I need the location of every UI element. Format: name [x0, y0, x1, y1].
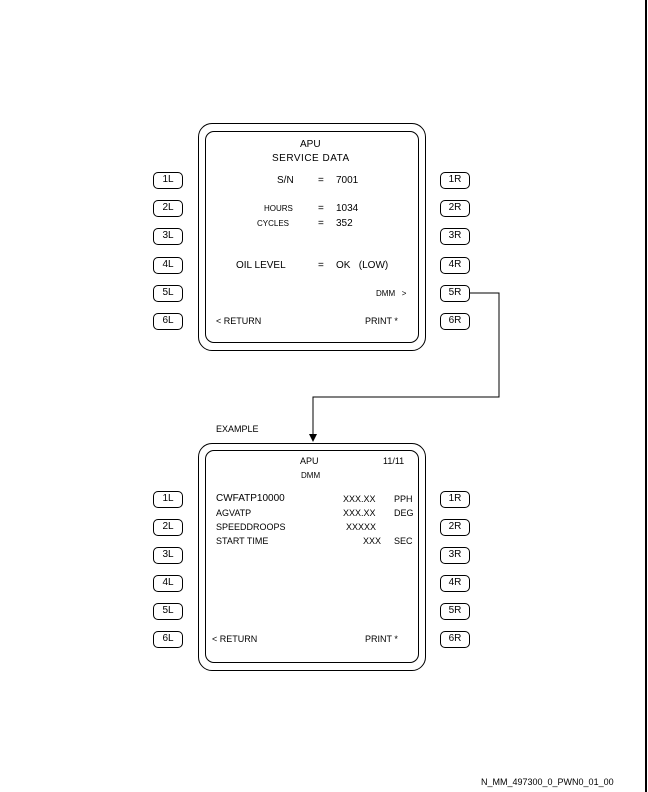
param-label: SPEEDDROOPS [216, 522, 286, 532]
screen-title: APU [300, 456, 319, 466]
dmm-prompt[interactable]: DMM > [376, 289, 407, 298]
screen-title: APU [300, 139, 321, 150]
param-unit: PPH [394, 494, 413, 504]
cycles-equals: = [318, 218, 324, 229]
param-label: CWFATP10000 [216, 493, 285, 504]
sn-label: S/N [277, 175, 294, 186]
sn-equals: = [318, 175, 324, 186]
oil-level-equals: = [318, 260, 324, 271]
cycles-value: 352 [336, 218, 353, 229]
param-unit: SEC [394, 536, 413, 546]
param-label: START TIME [216, 536, 269, 546]
lsk-1l-top[interactable]: 1L [153, 172, 183, 189]
lsk-2r-top[interactable]: 2R [440, 200, 470, 217]
lsk-5l-bottom[interactable]: 5L [153, 603, 183, 620]
lsk-5r-top[interactable]: 5R [440, 285, 470, 302]
param-value: XXX.XX [343, 494, 376, 504]
screen-subtitle: SERVICE DATA [272, 153, 350, 164]
cycles-label: CYCLES [257, 219, 290, 228]
lsk-6r-bottom[interactable]: 6R [440, 631, 470, 648]
cdu-display-frame-bottom [198, 443, 426, 671]
print-prompt[interactable]: PRINT * [365, 316, 398, 326]
lsk-3l-top[interactable]: 3L [153, 228, 183, 245]
lsk-1r-top[interactable]: 1R [440, 172, 470, 189]
print-prompt[interactable]: PRINT * [365, 634, 398, 644]
lsk-4l-bottom[interactable]: 4L [153, 575, 183, 592]
page-edge-line [645, 0, 647, 792]
cdu-display-screen-bottom [205, 450, 419, 663]
param-label: AGVATP [216, 508, 252, 518]
lsk-1l-bottom[interactable]: 1L [153, 491, 183, 508]
lsk-3l-bottom[interactable]: 3L [153, 547, 183, 564]
return-prompt[interactable]: < RETURN [216, 316, 262, 326]
param-unit: DEG [394, 508, 414, 518]
hours-equals: = [318, 203, 324, 214]
arrowhead-icon [309, 434, 317, 442]
lsk-3r-top[interactable]: 3R [440, 228, 470, 245]
lsk-2r-bottom[interactable]: 2R [440, 519, 470, 536]
lsk-5r-bottom[interactable]: 5R [440, 603, 470, 620]
screen-subtitle: DMM [301, 471, 321, 480]
oil-level-label: OIL LEVEL [236, 260, 286, 271]
cdu-display-frame-top [198, 123, 426, 351]
lsk-4l-top[interactable]: 4L [153, 257, 183, 274]
lsk-5l-top[interactable]: 5L [153, 285, 183, 302]
lsk-2l-bottom[interactable]: 2L [153, 519, 183, 536]
figure-id: N_MM_497300_0_PWN0_01_00 [481, 777, 614, 787]
lsk-3r-bottom[interactable]: 3R [440, 547, 470, 564]
hours-label: HOURS [264, 204, 293, 213]
hours-value: 1034 [336, 203, 359, 214]
param-value: XXXXX [346, 522, 377, 532]
page-number: 11/11 [383, 456, 405, 466]
sn-value: 7001 [336, 175, 359, 186]
example-label: EXAMPLE [216, 424, 259, 434]
lsk-6r-top[interactable]: 6R [440, 313, 470, 330]
lsk-6l-bottom[interactable]: 6L [153, 631, 183, 648]
lsk-4r-bottom[interactable]: 4R [440, 575, 470, 592]
param-value: XXX.XX [343, 508, 376, 518]
param-value: XXX [363, 536, 382, 546]
lsk-1r-bottom[interactable]: 1R [440, 491, 470, 508]
return-prompt[interactable]: < RETURN [212, 634, 258, 644]
lsk-6l-top[interactable]: 6L [153, 313, 183, 330]
oil-level-value: OK (LOW) [336, 260, 389, 271]
lsk-4r-top[interactable]: 4R [440, 257, 470, 274]
cdu-display-screen-top [205, 131, 419, 343]
lsk-2l-top[interactable]: 2L [153, 200, 183, 217]
